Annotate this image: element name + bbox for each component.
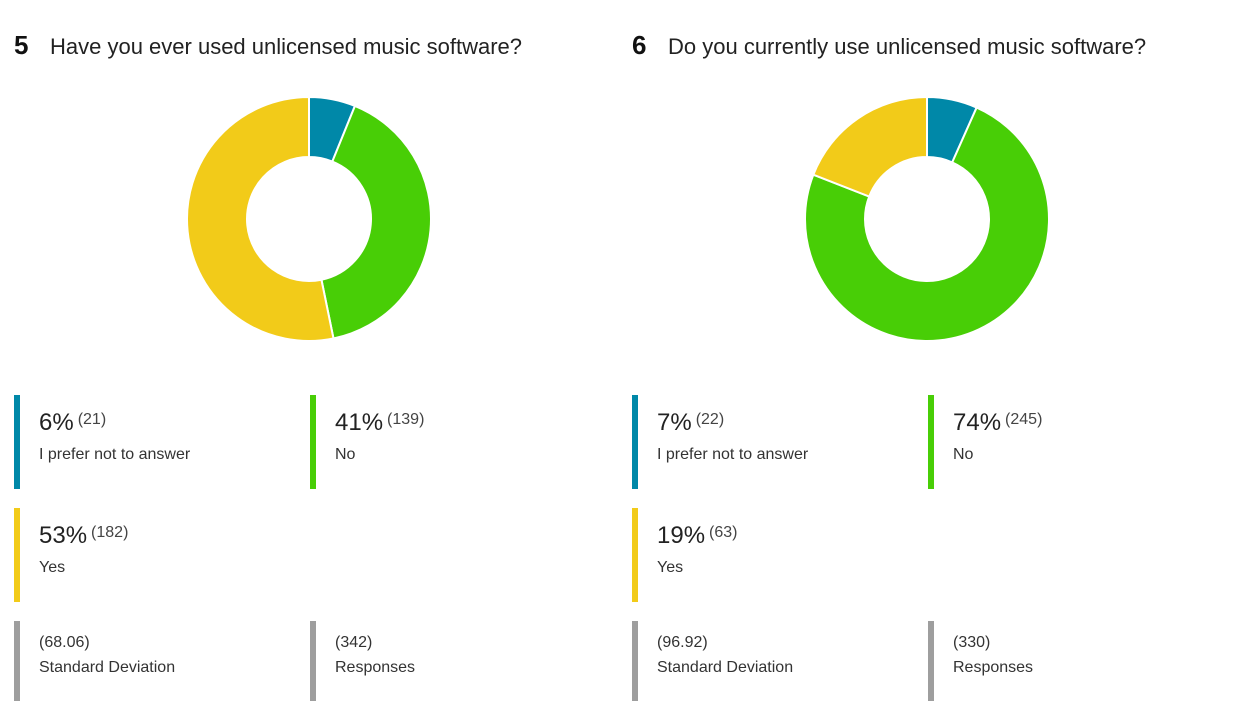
question-header: 5 Have you ever used unlicensed music so… <box>14 30 522 61</box>
stat-responses: (330) Responses <box>928 621 1198 701</box>
stat-color-bar <box>310 621 316 701</box>
question-number: 5 <box>14 30 29 60</box>
legend-label: Yes <box>39 559 66 576</box>
donut-chart <box>804 96 1050 342</box>
legend-count: (22) <box>695 411 725 428</box>
legend-label: I prefer not to answer <box>657 446 809 463</box>
question-panel-5: 5 Have you ever used unlicensed music so… <box>0 0 610 720</box>
donut-slice-no <box>804 106 1050 342</box>
legend-item-yes: 53% (182) Yes <box>14 508 284 602</box>
legend-color-bar <box>310 395 316 489</box>
legend-percent: 74% <box>953 409 1002 436</box>
legend-percent: 41% <box>335 409 384 436</box>
stat-color-bar <box>632 621 638 701</box>
question-title: Do you currently use unlicensed music so… <box>668 34 1147 59</box>
legend-item-yes: 19% (63) Yes <box>632 508 902 602</box>
question-number: 6 <box>632 30 647 60</box>
stat-responses: (342) Responses <box>310 621 580 701</box>
stat-label: Standard Deviation <box>657 659 794 676</box>
donut-slice-no <box>320 104 432 340</box>
legend-item-no: 41% (139) No <box>310 395 580 489</box>
stat-color-bar <box>928 621 934 701</box>
legend-label: I prefer not to answer <box>39 446 191 463</box>
legend-label: No <box>953 446 974 463</box>
legend-color-bar <box>632 395 638 489</box>
legend-color-bar <box>14 508 20 602</box>
stat-value: (330) <box>953 634 991 651</box>
stat-standard-deviation: (96.92) Standard Deviation <box>632 621 902 701</box>
legend-count: (63) <box>709 524 738 541</box>
legend-color-bar <box>928 395 934 489</box>
stat-value: (68.06) <box>39 634 90 651</box>
question-title: Have you ever used unlicensed music soft… <box>50 34 523 59</box>
legend-count: (21) <box>77 411 107 428</box>
donut-slice-yes <box>186 96 335 342</box>
donut-chart <box>186 96 432 342</box>
stat-label: Responses <box>335 659 416 676</box>
legend-count: (139) <box>387 411 425 428</box>
legend-percent: 19% <box>657 522 706 549</box>
legend-percent: 7% <box>657 409 692 436</box>
legend-label: No <box>335 446 356 463</box>
legend-item-no: 74% (245) No <box>928 395 1198 489</box>
legend-item-prefer-not: 6% (21) I prefer not to answer <box>14 395 284 489</box>
legend-color-bar <box>14 395 20 489</box>
legend-color-bar <box>632 508 638 602</box>
stat-label: Standard Deviation <box>39 659 176 676</box>
stat-standard-deviation: (68.06) Standard Deviation <box>14 621 284 701</box>
legend-percent: 53% <box>39 522 88 549</box>
stat-value: (342) <box>335 634 373 651</box>
question-header: 6 Do you currently use unlicensed music … <box>632 30 1146 61</box>
stat-label: Responses <box>953 659 1034 676</box>
legend-percent: 6% <box>39 409 74 436</box>
legend-item-prefer-not: 7% (22) I prefer not to answer <box>632 395 902 489</box>
donut-slice-yes <box>812 96 928 198</box>
stat-value: (96.92) <box>657 634 708 651</box>
legend-count: (182) <box>91 524 129 541</box>
legend-label: Yes <box>657 559 684 576</box>
question-panel-6: 6 Do you currently use unlicensed music … <box>618 0 1228 720</box>
legend-count: (245) <box>1005 411 1043 428</box>
stat-color-bar <box>14 621 20 701</box>
